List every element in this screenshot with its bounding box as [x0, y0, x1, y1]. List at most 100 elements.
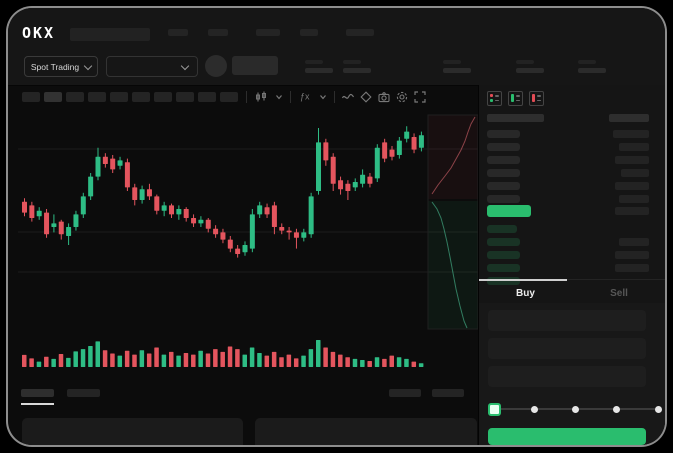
nav-item[interactable] — [346, 29, 374, 36]
volume-bar — [102, 350, 108, 367]
bid-row-row[interactable] — [479, 276, 665, 289]
bid-row-row[interactable] — [479, 237, 665, 250]
depth-border — [427, 114, 478, 330]
interval-button[interactable] — [44, 92, 62, 102]
slider-stop[interactable] — [613, 405, 621, 413]
stat-value — [443, 68, 471, 73]
candle-body — [117, 160, 123, 166]
candle-body — [264, 207, 270, 215]
volume-bar — [279, 357, 284, 367]
candle-body — [146, 189, 152, 197]
pair-name-placeholder[interactable] — [232, 56, 278, 75]
volume-bar — [117, 355, 123, 367]
nav-item[interactable] — [300, 29, 318, 36]
interval-button[interactable] — [220, 92, 238, 102]
okx-logo[interactable]: OKX — [22, 24, 56, 42]
candle-body — [316, 142, 321, 191]
volume-bar — [88, 345, 93, 367]
market-type-selector[interactable]: Spot Trading — [24, 56, 98, 77]
slider-stop[interactable] — [572, 405, 579, 413]
candle-body — [308, 196, 314, 235]
volume-bar — [44, 356, 49, 367]
active-tab-indicator — [479, 279, 567, 281]
interval-button[interactable] — [132, 92, 150, 102]
candle-body — [367, 176, 373, 184]
volume-bar — [382, 358, 387, 367]
bid-row-row[interactable] — [479, 224, 665, 237]
bottom-tab[interactable] — [67, 389, 100, 397]
ask-row-row[interactable] — [479, 168, 665, 181]
candle-body — [271, 205, 277, 227]
top-nav: OKX Spot Trading — [8, 8, 665, 86]
volume-bar — [124, 350, 130, 367]
book-asks-icon[interactable] — [529, 91, 544, 106]
amount-slider[interactable] — [479, 401, 665, 417]
ask-row-row[interactable] — [479, 155, 665, 168]
pair-dropdown[interactable] — [106, 56, 198, 77]
bottom-action[interactable] — [432, 389, 464, 397]
book-bids-icon[interactable] — [508, 91, 523, 106]
slider-stop-active[interactable] — [487, 403, 501, 416]
slider-stop[interactable] — [530, 405, 538, 413]
amount-input[interactable] — [488, 338, 646, 359]
total-input[interactable] — [488, 366, 646, 387]
ask-row-row[interactable] — [479, 129, 665, 142]
interval-button[interactable] — [22, 92, 40, 102]
chevron-down-icon[interactable] — [316, 90, 330, 104]
line-style-icon[interactable] — [341, 90, 355, 104]
tab-buy[interactable]: Buy — [479, 280, 572, 306]
fullscreen-icon[interactable] — [413, 90, 427, 104]
last-price-row[interactable] — [479, 204, 665, 217]
bottom-tabs — [8, 383, 478, 445]
price-chart[interactable] — [18, 107, 478, 377]
nav-item[interactable] — [168, 29, 188, 36]
nav-item[interactable] — [208, 29, 228, 36]
interval-button[interactable] — [110, 92, 128, 102]
depth-ask-line — [431, 116, 476, 195]
bid-row-row[interactable] — [479, 263, 665, 276]
settings-icon[interactable] — [395, 90, 409, 104]
amount-placeholder — [619, 238, 649, 246]
book-col-header-amount — [609, 114, 649, 122]
ask-row-row[interactable] — [479, 181, 665, 194]
bottom-action[interactable] — [389, 389, 421, 397]
volume-bar — [154, 347, 159, 367]
tab-sell[interactable]: Sell — [572, 280, 665, 306]
buy-submit-button[interactable] — [488, 428, 646, 445]
compare-icon[interactable] — [359, 90, 373, 104]
bottom-tab-active[interactable] — [21, 389, 54, 397]
search-input[interactable] — [70, 28, 150, 41]
candle-body — [22, 201, 27, 213]
ask-row-row[interactable] — [479, 194, 665, 207]
bid-row-row[interactable] — [479, 250, 665, 263]
ask-row-row[interactable] — [479, 142, 665, 155]
book-combined-icon[interactable] — [487, 91, 502, 106]
price-input[interactable] — [488, 310, 646, 331]
interval-button[interactable] — [88, 92, 106, 102]
candle-style-icon[interactable] — [254, 90, 268, 104]
candle-body — [242, 245, 248, 253]
chevron-down-icon[interactable] — [272, 90, 286, 104]
candle-body — [404, 131, 410, 139]
volume-bar — [316, 340, 321, 367]
price-placeholder — [487, 251, 520, 259]
interval-button[interactable] — [154, 92, 172, 102]
depth-bids-area — [428, 201, 478, 329]
candle-body — [95, 156, 101, 177]
nav-item[interactable] — [256, 29, 280, 36]
volume-bar — [161, 354, 167, 367]
candle-body — [161, 205, 167, 211]
candle-body — [374, 147, 380, 179]
interval-button[interactable] — [176, 92, 194, 102]
indicators-fx-icon[interactable]: ƒx — [298, 89, 314, 103]
stat-label — [343, 60, 361, 64]
volume-bar — [249, 347, 255, 367]
camera-icon[interactable] — [377, 90, 391, 104]
interval-button[interactable] — [66, 92, 84, 102]
tab-buy-label: Buy — [516, 287, 535, 299]
interval-button[interactable] — [198, 92, 216, 102]
price-placeholder — [487, 205, 531, 217]
volume-bar — [132, 354, 137, 367]
slider-stop[interactable] — [654, 405, 662, 413]
candle-body — [249, 214, 255, 249]
